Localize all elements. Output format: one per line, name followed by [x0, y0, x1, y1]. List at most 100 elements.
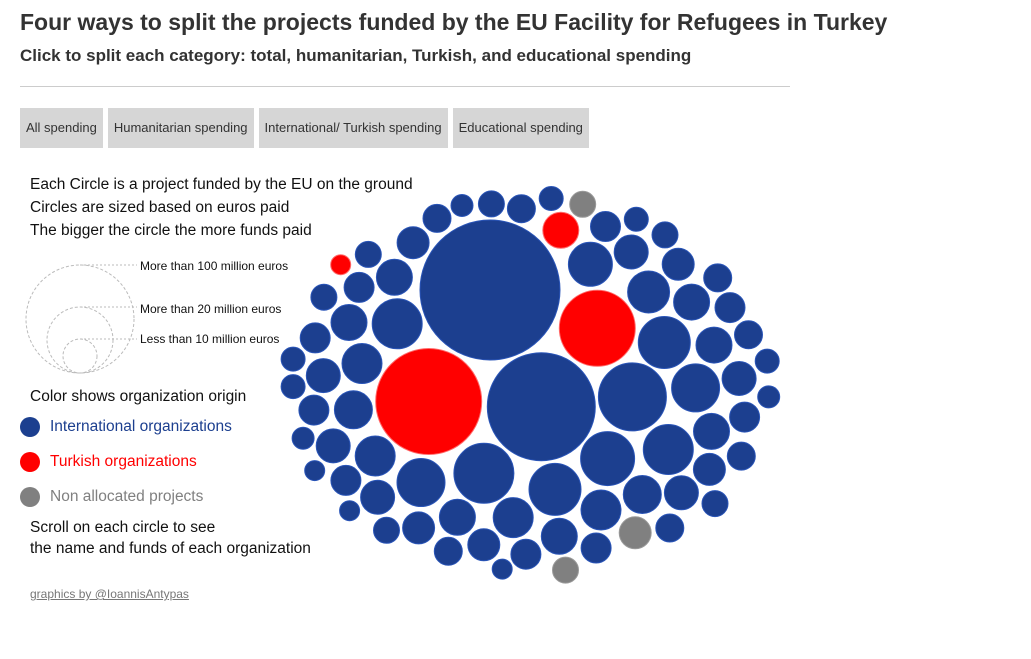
project-circle-international[interactable]	[486, 352, 596, 462]
project-circle-international[interactable]	[491, 558, 513, 580]
project-circle-turkish[interactable]	[558, 289, 636, 367]
project-circle-international[interactable]	[729, 401, 761, 433]
project-circle-international[interactable]	[703, 263, 733, 293]
all-spending-button[interactable]: All spending	[20, 108, 103, 148]
project-circle-international[interactable]	[714, 292, 746, 324]
project-circle-international[interactable]	[528, 462, 582, 516]
project-circle-turkish[interactable]	[542, 211, 580, 249]
project-circle-international[interactable]	[280, 346, 306, 372]
educational-spending-button[interactable]: Educational spending	[452, 108, 589, 148]
project-circle-international[interactable]	[433, 536, 463, 566]
project-circle-international[interactable]	[402, 511, 436, 545]
project-circle-international[interactable]	[343, 271, 375, 303]
project-circle-international[interactable]	[438, 498, 476, 536]
project-circle-turkish[interactable]	[330, 254, 352, 276]
humanitarian-spending-button[interactable]: Humanitarian spending	[107, 108, 254, 148]
project-circle-international[interactable]	[330, 304, 368, 341]
project-circle-turkish[interactable]	[375, 348, 483, 455]
size-legend-circle-large	[25, 264, 135, 374]
project-circle-international[interactable]	[692, 452, 726, 486]
size-legend-medium-label: More than 20 million euros	[140, 302, 282, 316]
size-legend-small-label: Less than 10 million euros	[140, 332, 280, 346]
project-circle-international[interactable]	[627, 270, 671, 314]
project-circle-international[interactable]	[671, 363, 721, 413]
project-circle-international[interactable]	[538, 186, 564, 211]
legend-non-allocated: Non allocated projects	[20, 487, 203, 507]
project-circle-non-allocated[interactable]	[552, 556, 579, 584]
project-circle-international[interactable]	[354, 240, 382, 268]
project-circle-international[interactable]	[506, 194, 536, 224]
project-circle-international[interactable]	[673, 283, 711, 321]
project-circle-international[interactable]	[333, 390, 373, 430]
legend-label-international: International organizations	[50, 418, 232, 435]
project-circle-international[interactable]	[422, 203, 452, 233]
project-circle-international[interactable]	[721, 361, 757, 396]
project-circle-international[interactable]	[663, 475, 699, 511]
project-circle-international[interactable]	[661, 247, 695, 281]
project-circle-international[interactable]	[315, 428, 351, 464]
legend-dot-international	[20, 417, 40, 437]
project-circle-non-allocated[interactable]	[569, 190, 597, 218]
project-circle-international[interactable]	[492, 497, 534, 539]
project-circle-international[interactable]	[655, 513, 685, 543]
project-circle-non-allocated[interactable]	[618, 516, 652, 550]
project-circle-international[interactable]	[299, 322, 331, 354]
project-circle-international[interactable]	[693, 412, 730, 450]
legend-turkish: Turkish organizations	[20, 452, 197, 472]
project-circle-international[interactable]	[580, 431, 636, 487]
project-circle-international[interactable]	[291, 426, 315, 450]
project-circle-international[interactable]	[726, 441, 756, 471]
scroll-note: Scroll on each circle to see the name an…	[30, 517, 311, 559]
project-circle-international[interactable]	[590, 211, 621, 242]
project-circle-international[interactable]	[622, 475, 662, 514]
project-circle-international[interactable]	[375, 258, 413, 296]
project-circle-international[interactable]	[477, 190, 505, 218]
project-circle-international[interactable]	[298, 394, 330, 426]
page-subtitle: Click to split each category: total, hum…	[20, 46, 692, 65]
project-circle-international[interactable]	[360, 479, 396, 515]
page-title: Four ways to split the projects funded b…	[20, 9, 888, 35]
project-circle-international[interactable]	[637, 316, 691, 369]
project-circle-international[interactable]	[354, 435, 396, 477]
project-circle-international[interactable]	[467, 528, 501, 562]
project-circle-international[interactable]	[419, 219, 561, 361]
project-circle-international[interactable]	[540, 517, 578, 555]
intro-line-1: Each Circle is a project funded by the E…	[30, 176, 413, 193]
project-circle-international[interactable]	[371, 298, 423, 350]
legend-dot-turkish	[20, 452, 40, 472]
legend-label-turkish: Turkish organizations	[50, 453, 197, 470]
project-circle-international[interactable]	[310, 283, 338, 311]
project-circle-international[interactable]	[580, 489, 622, 531]
size-legend-large-label: More than 100 million euros	[140, 259, 289, 273]
project-circle-international[interactable]	[597, 362, 667, 432]
project-circle-international[interactable]	[754, 348, 780, 374]
credit-link[interactable]: graphics by @IoannisAntypas	[30, 587, 189, 601]
intro-line-2: Circles are sized based on euros paid	[30, 199, 290, 216]
project-circle-international[interactable]	[701, 490, 729, 518]
legend-label-non-allocated: Non allocated projects	[50, 488, 204, 505]
project-circle-international[interactable]	[339, 500, 361, 522]
project-circle-international[interactable]	[613, 234, 649, 270]
project-circle-international[interactable]	[651, 221, 679, 249]
project-circle-international[interactable]	[510, 538, 542, 570]
project-circle-international[interactable]	[695, 326, 733, 364]
project-circle-international[interactable]	[305, 358, 341, 394]
intro-line-3: The bigger the circle the more funds pai…	[30, 222, 312, 239]
project-circle-international[interactable]	[396, 458, 446, 507]
project-circle-international[interactable]	[453, 442, 515, 504]
project-circle-international[interactable]	[280, 374, 306, 400]
project-circle-international[interactable]	[580, 532, 612, 564]
project-circle-international[interactable]	[373, 516, 400, 544]
project-circle-international[interactable]	[396, 226, 430, 260]
project-circle-international[interactable]	[623, 206, 649, 232]
project-circle-international[interactable]	[734, 320, 763, 350]
project-circle-international[interactable]	[642, 424, 694, 475]
project-circle-international[interactable]	[341, 343, 383, 384]
project-circle-international[interactable]	[567, 241, 613, 287]
international-turkish-spending-button[interactable]: International/ Turkish spending	[258, 108, 448, 148]
project-circle-international[interactable]	[757, 385, 781, 409]
project-circle-international[interactable]	[304, 460, 326, 482]
project-circle-international[interactable]	[330, 464, 362, 496]
project-circle-international[interactable]	[450, 194, 474, 217]
